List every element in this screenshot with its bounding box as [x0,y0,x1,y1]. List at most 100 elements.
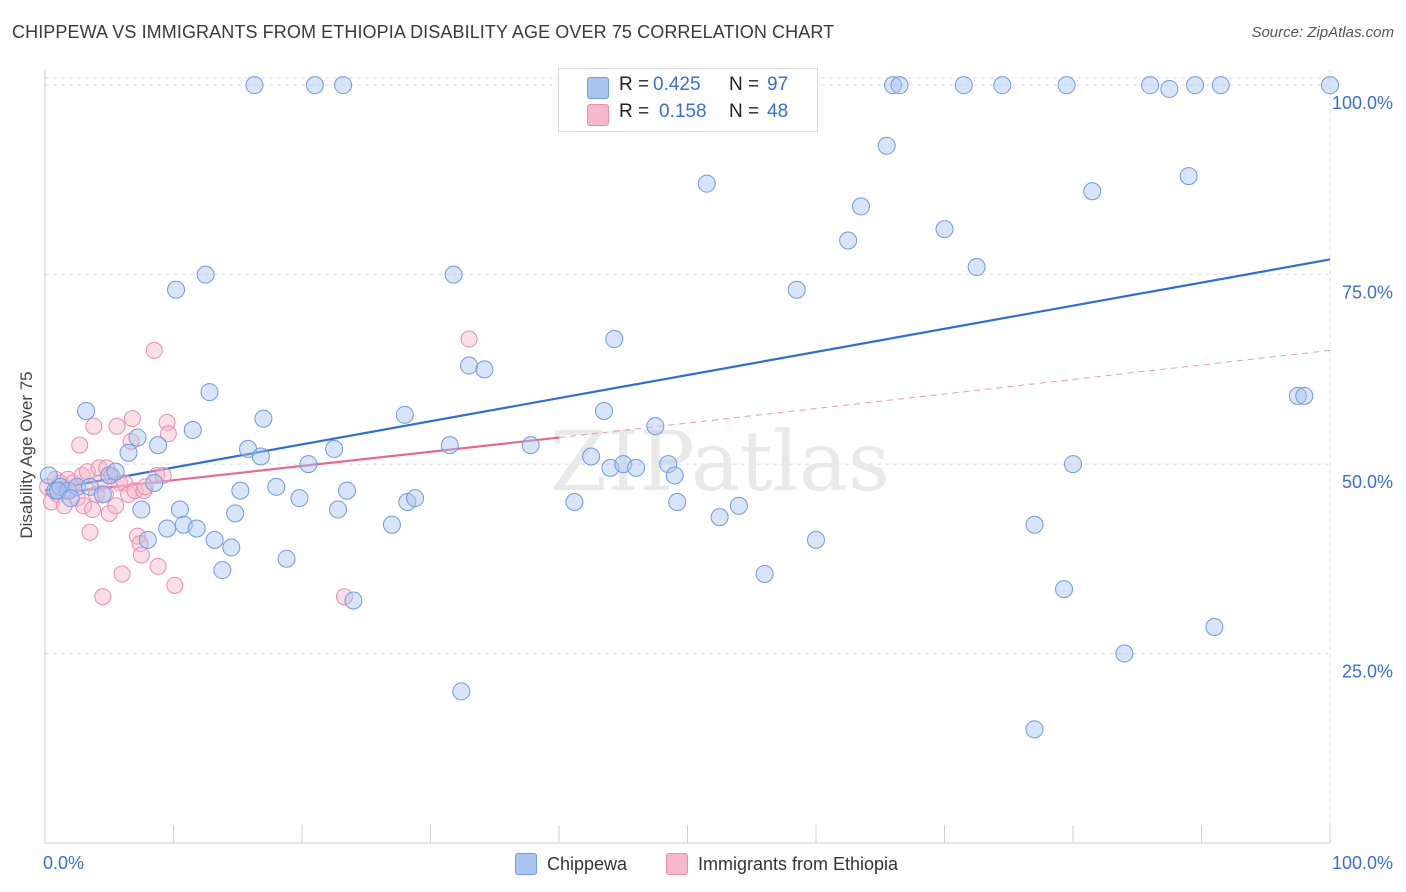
chippewa-point [138,530,157,549]
watermark: ZIPatlas [550,415,890,510]
chippewa-point [1064,455,1082,474]
chippewa-point [582,447,601,466]
chippewa-trend-line [44,258,1331,492]
chippewa-point [1057,76,1076,95]
chippewa-point [521,436,540,455]
chippewa-swatch [587,77,609,99]
chippewa-point [251,447,270,466]
chippewa-point [1055,580,1074,599]
legend-n-label: N = [729,101,760,122]
ethiopia-point [154,466,172,484]
chippewa-point [440,436,459,455]
chippewa-point [646,417,665,436]
chippewa-point [884,76,903,95]
ethiopia-point [107,497,125,515]
chippewa-point [226,504,245,523]
chippewa-point [325,439,344,458]
legend-r-label: R = [619,101,650,122]
chippewa-point [344,591,363,610]
chippewa-point [213,561,232,580]
chippewa-point [729,496,748,515]
chippewa-point [170,500,189,519]
chippewa-point [245,76,264,95]
ethiopia-point [81,523,99,541]
ethiopia-swatch [587,104,609,126]
ethiopia-point [87,485,105,503]
chippewa-point [627,458,646,477]
chippewa-point [305,76,324,95]
chippewa-point [1211,76,1230,95]
ethiopia-point [84,501,102,519]
chippewa-point [277,549,296,568]
chippewa-point [1115,644,1134,663]
chippewa-point [196,265,215,284]
x-tick-label: 0.0% [43,853,84,873]
chippewa-point [406,489,425,508]
chippewa-point [334,76,353,95]
x-tick-label: 100.0% [1332,853,1393,873]
ethiopia-point [94,588,112,606]
y-tick-label: 50.0% [1342,472,1393,492]
chippewa-legend-label: Chippewa [547,853,628,874]
ethiopia-point [166,576,184,594]
chippewa-point [395,405,414,424]
chippewa-point [267,477,286,496]
chippewa-point [77,402,96,421]
chippewa-point [337,481,356,500]
chippewa-point [183,420,202,439]
chippewa-point [1025,720,1044,739]
chippewa-point [1321,76,1339,95]
chippewa-point [149,436,168,455]
ethiopia-point [149,557,167,575]
bottom-legend-chippewa: Chippewa [515,852,627,876]
ethiopia-legend-swatch [666,853,688,875]
chippewa-point [382,515,401,534]
chippewa-point [967,258,986,277]
chippewa-point [452,682,471,701]
chippewa-point [890,76,909,95]
legend-n-value: 97 [767,74,789,95]
chippewa-point [290,489,309,508]
chippewa-point [93,485,112,504]
chart-title: CHIPPEWA VS IMMIGRANTS FROM ETHIOPIA DIS… [12,22,835,42]
ethiopia-legend-label: Immigrants from Ethiopia [698,853,899,874]
ethiopia-point [85,417,103,435]
legend-r-value: 0.158 [659,101,707,122]
chippewa-point [1083,182,1102,201]
chippewa-point [475,360,494,379]
legend-n-value: 48 [767,101,789,122]
chippewa-point [444,265,463,284]
chippewa-point [1025,515,1044,534]
ethiopia-point [123,410,141,428]
chippewa-point [605,330,624,349]
chippewa-point [460,356,479,375]
chippewa-point [1160,79,1179,98]
chippewa-point [710,508,729,527]
chippewa-point [954,76,973,95]
chippewa-point [697,174,716,193]
chippewa-point [222,538,241,557]
chippewa-point [200,383,219,402]
legend-n-label: N = [729,74,760,95]
chippewa-point [1141,76,1160,95]
chippewa-point [39,466,58,485]
chippewa-point [1288,386,1307,405]
chippewa-points [39,76,1339,739]
chippewa-point [787,280,806,299]
trend-lines [44,258,1331,496]
chippewa-point [187,519,206,538]
chippewa-point [132,500,151,519]
legend-r-label: R = [619,74,650,95]
chippewa-point [1186,76,1205,95]
ethiopia-point [148,466,166,484]
bottom-legend-ethiopia: Immigrants from Ethiopia [666,852,898,876]
chippewa-point [839,231,858,250]
tick-labels: 25.0% 50.0% 75.0% 100.0% 0.0% 100.0% [43,93,1393,873]
chippewa-point [158,519,177,538]
ethiopia-trend-line [558,349,1331,439]
chippewa-point [668,492,687,511]
chippewa-point [807,530,825,549]
chippewa-point [59,481,78,500]
chippewa-point [877,136,896,155]
